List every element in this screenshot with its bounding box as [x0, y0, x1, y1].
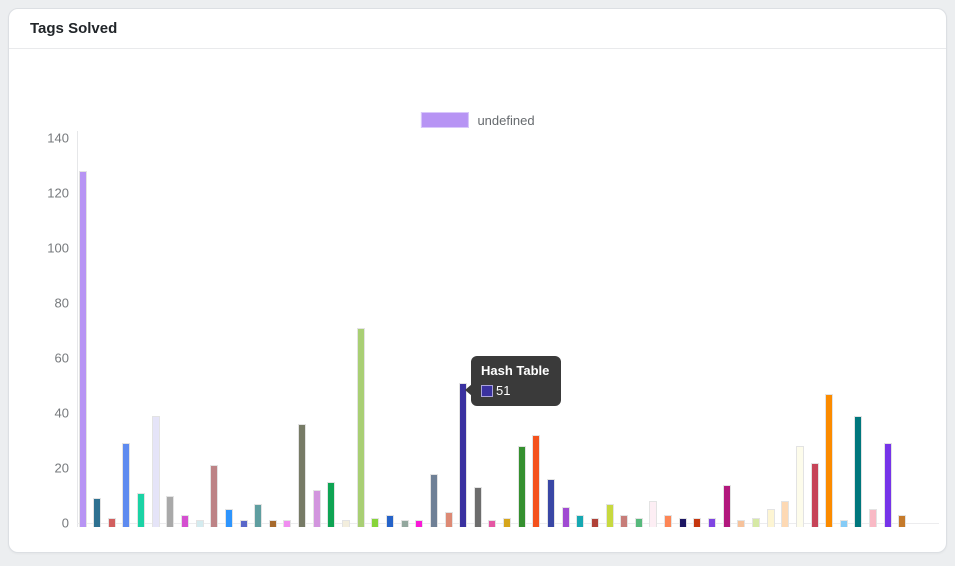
bar[interactable]	[400, 520, 409, 527]
tooltip-caret-icon	[465, 384, 472, 396]
bar[interactable]	[854, 415, 863, 527]
bar[interactable]	[356, 327, 365, 527]
y-axis-tick-label: 60	[54, 350, 69, 366]
bar[interactable]	[546, 479, 555, 527]
card-title: Tags Solved	[30, 20, 118, 37]
bar[interactable]	[180, 514, 189, 527]
bar[interactable]	[620, 514, 629, 527]
bar[interactable]	[93, 498, 102, 527]
y-axis-tick-label: 40	[54, 405, 69, 421]
bar[interactable]	[224, 509, 233, 527]
tags-solved-card: Tags Solved undefined 0 20 40 60 80 100 120 140…	[8, 8, 947, 553]
bar[interactable]	[166, 495, 175, 527]
bar[interactable]	[444, 512, 453, 527]
bar[interactable]	[810, 462, 819, 527]
bar[interactable]	[371, 517, 380, 527]
bar[interactable]	[517, 446, 526, 527]
bar[interactable]	[898, 514, 907, 527]
bar[interactable]	[488, 520, 497, 527]
bar[interactable]	[737, 520, 746, 527]
bar[interactable]	[766, 509, 775, 527]
bar[interactable]	[415, 520, 424, 527]
bar[interactable]	[503, 517, 512, 527]
bar[interactable]	[590, 517, 599, 527]
bar[interactable]	[532, 435, 541, 527]
bar[interactable]	[107, 517, 116, 527]
bar[interactable]	[634, 517, 643, 527]
y-axis-tick-label: 100	[47, 240, 69, 256]
bar-hash-table[interactable]	[459, 382, 468, 527]
bar[interactable]	[576, 514, 585, 527]
tooltip-color-swatch	[481, 384, 493, 397]
bar[interactable]	[298, 424, 307, 527]
bar[interactable]	[239, 520, 248, 527]
bar[interactable]	[122, 443, 131, 527]
bar[interactable]	[825, 393, 834, 527]
tooltip: Hash Table 51	[465, 356, 562, 406]
bar[interactable]	[664, 514, 673, 527]
y-axis-tick-label: 80	[54, 295, 69, 311]
bar[interactable]	[137, 492, 146, 527]
y-axis-tick-label: 20	[54, 460, 69, 476]
y-axis-tick-label: 0	[61, 515, 69, 531]
bar[interactable]	[342, 520, 351, 527]
tooltip-title: Hash Table	[481, 363, 550, 378]
bar[interactable]	[605, 503, 614, 527]
legend-label: undefined	[477, 112, 535, 128]
tooltip-value: 51	[496, 383, 511, 398]
bar[interactable]	[708, 517, 717, 527]
bar[interactable]	[151, 415, 160, 527]
bar[interactable]	[561, 506, 570, 527]
bar[interactable]	[473, 487, 482, 527]
bar[interactable]	[429, 473, 438, 527]
bar[interactable]	[195, 520, 204, 527]
bar[interactable]	[327, 481, 336, 527]
y-axis-tick-label: 120	[47, 185, 69, 201]
y-axis-tick-label: 140	[47, 130, 69, 146]
bar[interactable]	[751, 517, 760, 527]
legend-swatch	[420, 112, 469, 128]
bar[interactable]	[869, 509, 878, 527]
bar[interactable]	[283, 520, 292, 527]
bar[interactable]	[78, 171, 87, 527]
bar[interactable]	[795, 446, 804, 527]
bar[interactable]	[312, 490, 321, 527]
bar-chart: undefined 0 20 40 60 80 100 120 140 Hash Table …	[9, 49, 946, 552]
bar[interactable]	[693, 517, 702, 527]
bar[interactable]	[722, 484, 731, 527]
bar[interactable]	[678, 517, 687, 527]
bar[interactable]	[649, 501, 658, 527]
bar[interactable]	[883, 443, 892, 527]
bar[interactable]	[385, 514, 394, 527]
bar[interactable]	[839, 520, 848, 527]
bar[interactable]	[781, 501, 790, 527]
bar[interactable]	[254, 503, 263, 527]
bar[interactable]	[268, 520, 277, 527]
card-header: Tags Solved	[9, 9, 946, 49]
y-axis-line	[77, 131, 78, 527]
legend-item-undefined[interactable]: undefined	[420, 112, 535, 128]
bar[interactable]	[210, 465, 219, 527]
